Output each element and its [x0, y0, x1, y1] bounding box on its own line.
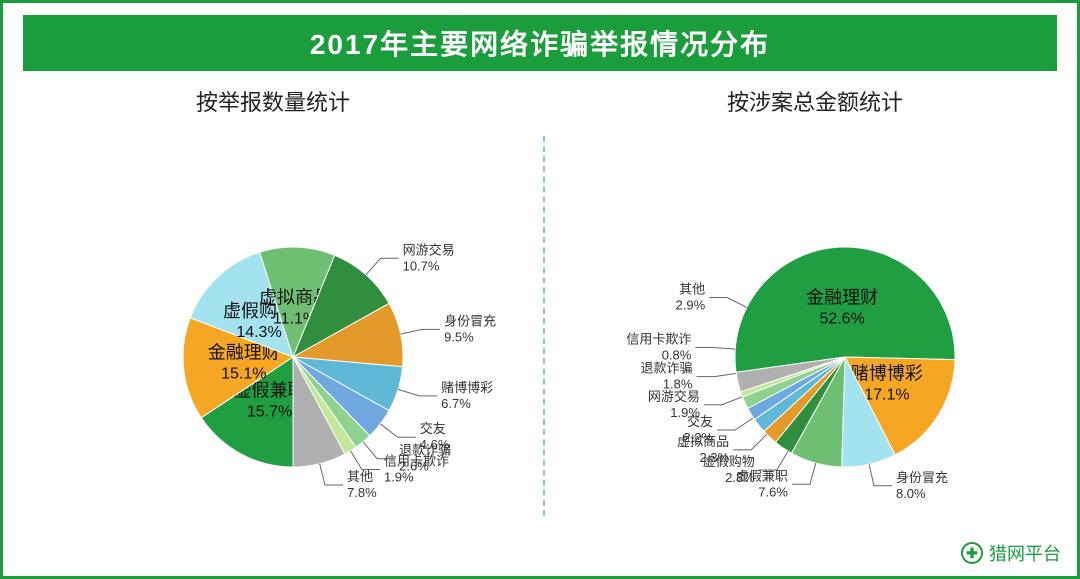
chart-right-subtitle: 按涉案总金额统计 [545, 85, 1080, 117]
slice-callout-percent: 15.7% [247, 404, 292, 421]
report-frame: 2017年主要网络诈骗举报情况分布 按举报数量统计 虚假兼职15.7%金融理财1… [0, 0, 1080, 579]
slice-label: 其他 [679, 282, 705, 297]
leader-line [320, 464, 343, 485]
slice-percent: 7.8% [347, 485, 377, 500]
chart-left-subtitle: 按举报数量统计 [3, 85, 543, 117]
leader-line [366, 258, 399, 274]
footer-brand-text: 猎网平台 [989, 540, 1061, 566]
chart-right-col: 按涉案总金额统计 金融理财52.6%赌博博彩17.1%身份冒充8.0%虚假兼职7… [545, 81, 1080, 541]
slice-percent: 2.8% [725, 470, 755, 485]
leader-line [869, 464, 892, 485]
slice-percent: 9.5% [444, 329, 474, 344]
leader-line [733, 434, 767, 449]
slice-percent: 2.9% [676, 298, 706, 313]
page-title: 2017年主要网络诈骗举报情况分布 [23, 15, 1057, 71]
slice-label: 交友 [420, 421, 446, 436]
leader-line [350, 451, 379, 470]
charts-row: 按举报数量统计 虚假兼职15.7%金融理财15.1%虚假购物14.3%虚拟商品1… [3, 81, 1077, 541]
slice-percent: 10.7% [403, 258, 440, 273]
slice-label: 退款诈骗 [640, 361, 692, 376]
leader-line [398, 389, 437, 395]
slice-label: 赌博博彩 [441, 380, 493, 395]
slice-percent: 2.2% [683, 430, 713, 445]
slice-percent: 1.9% [670, 405, 700, 420]
chart-left-col: 按举报数量统计 虚假兼职15.7%金融理财15.1%虚假购物14.3%虚拟商品1… [3, 81, 543, 541]
slice-callout-percent: 15.1% [221, 365, 266, 382]
leader-line [792, 463, 816, 484]
brand-cross-icon: ✚ [961, 542, 983, 564]
leader-line [717, 418, 753, 430]
slice-label: 身份冒充 [896, 470, 948, 485]
slice-label: 信用卡欺诈 [626, 332, 691, 347]
slice-percent: 1.8% [663, 377, 693, 392]
pie-chart-left: 虚假兼职15.7%金融理财15.1%虚假购物14.3%虚拟商品11.1%网游交易… [3, 117, 543, 537]
slice-label: 网游交易 [403, 242, 455, 257]
pie-chart-right: 金融理财52.6%赌博博彩17.1%身份冒充8.0%虚假兼职7.6%虚假购物2.… [545, 117, 1080, 537]
leader-line [695, 348, 735, 350]
slice-percent: 6.7% [441, 396, 471, 411]
slice-percent: 7.6% [758, 484, 788, 499]
slice-percent: 0.8% [662, 348, 692, 363]
footer-brand: ✚ 猎网平台 [961, 540, 1061, 566]
slice-callout-label: 金融理财 [806, 288, 878, 308]
slice-percent: 1.9% [384, 470, 414, 485]
leader-line [709, 298, 747, 308]
slice-callout-label: 赌博博彩 [851, 363, 923, 383]
slice-percent: 2.3% [700, 450, 730, 465]
slice-label: 信用卡欺诈 [384, 454, 449, 469]
leader-line [759, 451, 788, 470]
leader-line [704, 397, 743, 405]
slice-percent: 8.0% [896, 486, 926, 501]
slice-callout-percent: 52.6% [819, 311, 864, 328]
slice-callout-percent: 17.1% [864, 386, 909, 403]
leader-line [401, 329, 441, 334]
leader-line [696, 373, 736, 376]
slice-label: 身份冒充 [444, 313, 496, 328]
slice-label: 其他 [347, 469, 373, 484]
leader-line [380, 424, 415, 437]
